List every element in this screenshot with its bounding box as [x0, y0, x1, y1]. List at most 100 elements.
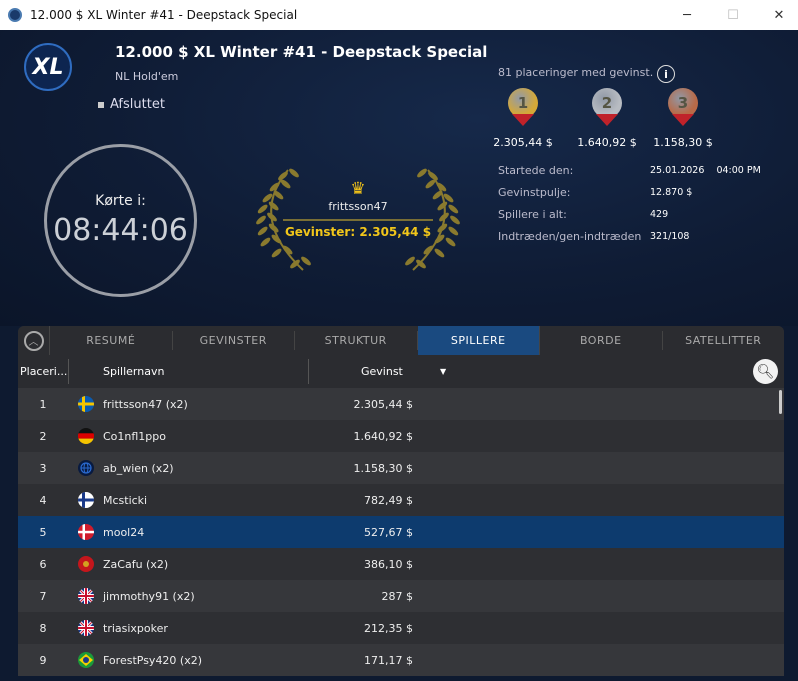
title-bar: 12.000 $ XL Winter #41 - Deepstack Speci… — [0, 0, 798, 30]
row-winnings: 212,35 $ — [364, 621, 413, 635]
sort-desc-icon[interactable]: ▼ — [440, 367, 447, 376]
row-player-name: ForestPsy420 (x2) — [103, 653, 203, 667]
scrollbar[interactable] — [779, 390, 782, 414]
table-row[interactable]: 9 ForestPsy420 (x2) 171,17 $ — [18, 644, 784, 676]
maximize-button[interactable]: ☐ — [727, 7, 739, 23]
row-player-name: triasixpoker — [103, 621, 168, 635]
table-row[interactable]: 6 ZaCafu (x2) 386,10 $ — [18, 548, 784, 580]
winner-card: ♛ frittsson47 Gevinster: 2.305,44 $ — [283, 180, 433, 239]
divider — [283, 219, 433, 221]
row-player-name: ab_wien (x2) — [103, 461, 174, 475]
row-winnings: 782,49 $ — [364, 493, 413, 507]
medal-2: 2 1.640,92 $ — [577, 88, 637, 149]
stat-value: 429 — [650, 209, 669, 220]
column-divider[interactable] — [308, 359, 309, 384]
row-position: 6 — [39, 557, 47, 571]
tournament-title: 12.000 $ XL Winter #41 - Deepstack Speci… — [115, 43, 488, 61]
table-row[interactable]: 7 jimmothy91 (x2) 287 $ — [18, 580, 784, 612]
flag-brazil-icon — [78, 652, 94, 668]
row-position: 9 — [39, 653, 47, 667]
row-player-name: frittsson47 (x2) — [103, 397, 188, 411]
search-button[interactable]: 🔍︎ — [753, 359, 778, 384]
info-icon[interactable]: i — [657, 65, 675, 83]
table-header: Placeri... Spillernavn Gevinst ▼ 🔍︎ — [18, 355, 784, 388]
flag-finland-icon — [78, 492, 94, 508]
row-winnings: 2.305,44 $ — [353, 397, 413, 411]
table-row[interactable]: 2 Co1nfl1ppo 1.640,92 $ — [18, 420, 784, 452]
column-winnings[interactable]: Gevinst — [361, 365, 403, 378]
table-row[interactable]: 3 ab_wien (x2) 1.158,30 $ — [18, 452, 784, 484]
stat-label: Spillere i alt: — [498, 208, 567, 221]
row-player-name: Co1nfl1ppo — [103, 429, 167, 443]
row-position: 8 — [39, 621, 47, 635]
medal-amount: 2.305,44 $ — [493, 136, 553, 149]
stat-value: 321/108 — [650, 231, 690, 242]
stat-label: Startede den: — [498, 164, 574, 177]
tab-gevinster[interactable]: GEVINSTER — [173, 331, 295, 350]
flag-sweden-icon — [78, 396, 94, 412]
row-player-name: Mcsticki — [103, 493, 148, 507]
details-panel: ︿ RESUMÉ GEVINSTER STRUKTUR SPILLERE BOR… — [18, 326, 784, 676]
column-divider[interactable] — [68, 359, 69, 384]
status-square-icon — [98, 101, 104, 108]
row-position: 5 — [39, 525, 47, 539]
stat-value: 12.870 $ — [650, 187, 693, 198]
medal-icon: 2 — [592, 88, 622, 118]
status-label: Afsluttet — [110, 97, 165, 112]
table-row[interactable]: 5 mool24 527,67 $ — [18, 516, 784, 548]
stat-value: 25.01.2026 04:00 PM — [650, 165, 761, 176]
medal-icon: 1 — [508, 88, 538, 118]
tournament-status: Afsluttet — [98, 97, 165, 112]
row-position: 2 — [39, 429, 47, 443]
game-type: NL Hold'em — [115, 70, 179, 83]
tournament-stats: Startede den: 25.01.2026 04:00 PM Gevinst… — [498, 164, 761, 252]
ribbon-icon — [512, 114, 534, 126]
row-player-name: jimmothy91 (x2) — [103, 589, 195, 603]
search-icon: 🔍︎ — [756, 363, 775, 380]
paid-places: 81 placeringer med gevinst. — [498, 66, 654, 79]
close-button[interactable]: ✕ — [773, 7, 785, 23]
flag-uk-icon — [78, 588, 94, 604]
tab-bar: ︿ RESUMÉ GEVINSTER STRUKTUR SPILLERE BOR… — [18, 326, 784, 355]
medal-amount: 1.640,92 $ — [577, 136, 637, 149]
flag-uk-icon — [78, 620, 94, 636]
clock-value: 08:44:06 — [53, 213, 188, 248]
minimize-button[interactable]: ─ — [683, 7, 691, 23]
laurel-wreath-icon — [256, 168, 460, 271]
clock-label: Kørte i: — [95, 193, 146, 209]
crown-icon: ♛ — [350, 179, 366, 199]
table-row[interactable]: 8 triasixpoker 212,35 $ — [18, 612, 784, 644]
table-row[interactable]: 4 Mcsticki 782,49 $ — [18, 484, 784, 516]
flag-germany-icon — [78, 428, 94, 444]
winner-prize: Gevinster: 2.305,44 $ — [284, 225, 432, 239]
tab-resume[interactable]: RESUMÉ — [50, 331, 173, 350]
ribbon-icon — [596, 114, 618, 126]
table-row[interactable]: 1 frittsson47 (x2) 2.305,44 $ — [18, 388, 784, 420]
medal-icon: 3 — [668, 88, 698, 118]
collapse-button[interactable]: ︿ — [18, 326, 50, 355]
tab-spillere[interactable]: SPILLERE — [417, 326, 540, 355]
medal-amount: 1.158,30 $ — [653, 136, 713, 149]
xl-logo: XL — [24, 43, 72, 91]
winner-name: frittsson47 — [328, 200, 388, 213]
players-table: 1 frittsson47 (x2) 2.305,44 $ 2 Co1nfl1p… — [18, 388, 784, 676]
row-winnings: 171,17 $ — [364, 653, 413, 667]
row-winnings: 1.158,30 $ — [353, 461, 413, 475]
row-winnings: 287 $ — [381, 589, 414, 603]
row-player-name: ZaCafu (x2) — [103, 557, 169, 571]
tab-borde[interactable]: BORDE — [540, 331, 663, 350]
row-player-name: mool24 — [103, 525, 145, 539]
row-position: 4 — [39, 493, 47, 507]
ribbon-icon — [672, 114, 694, 126]
medal-3: 3 1.158,30 $ — [653, 88, 713, 149]
stat-label: Indtræden/gen-indtræden — [498, 230, 642, 243]
column-name[interactable]: Spillernavn — [103, 365, 165, 378]
chevron-up-icon: ︿ — [23, 330, 44, 351]
tab-struktur[interactable]: STRUKTUR — [295, 331, 418, 350]
flag-denmark-icon — [78, 524, 94, 540]
tab-satellitter[interactable]: SATELLITTER — [685, 334, 762, 347]
column-position[interactable]: Placeri... — [20, 365, 68, 378]
medal-1: 1 2.305,44 $ — [493, 88, 553, 149]
row-position: 3 — [39, 461, 47, 475]
row-position: 7 — [39, 589, 47, 603]
